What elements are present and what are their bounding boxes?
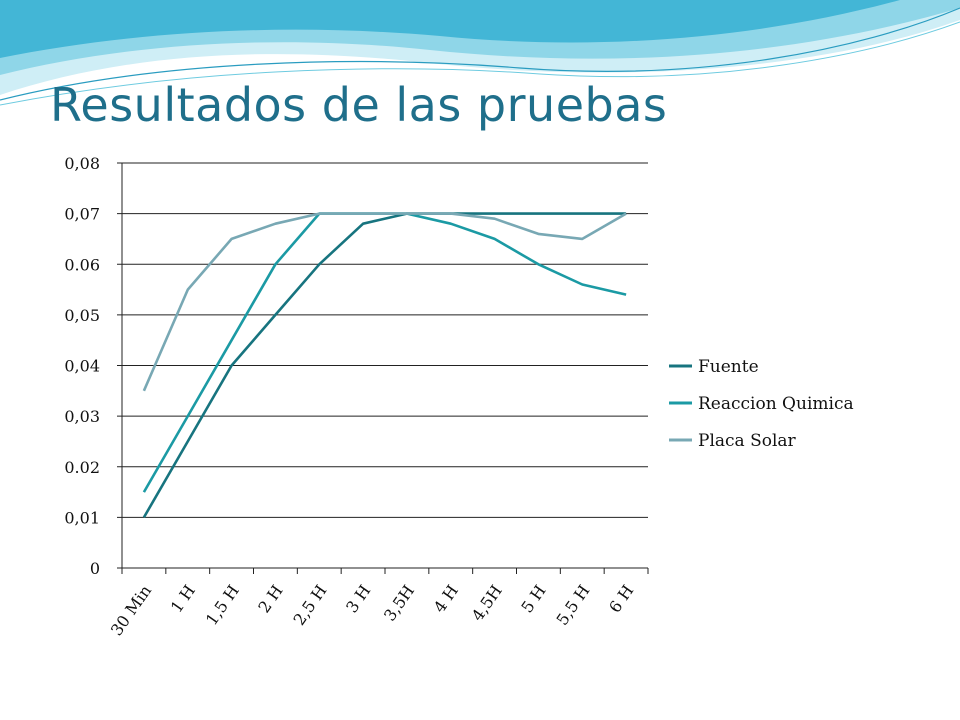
- y-tick-label: 0.06: [64, 255, 100, 274]
- x-tick-label: 5,5 H: [552, 581, 593, 628]
- y-tick-label: 0,07: [64, 205, 100, 224]
- x-tick-label: 3 H: [342, 581, 374, 616]
- x-tick-label: 30 Min: [107, 581, 155, 639]
- legend-label: Reaccion Quimica: [698, 394, 854, 414]
- x-tick-label: 4,5H: [468, 581, 506, 624]
- wave-line-1: [0, 7, 960, 101]
- chart-gridlines: [122, 162, 648, 569]
- x-tick-label: 4 H: [430, 581, 462, 616]
- x-tick-label: 1 H: [167, 581, 199, 616]
- wave-dark: [0, 0, 900, 58]
- y-tick-label: 0,08: [64, 154, 100, 173]
- y-axis-ticks: 0 0,01 0.02 0,03 0,04 0,05 0.06 0,07 0,08: [64, 154, 122, 578]
- x-tick-label: 2,5 H: [289, 581, 330, 628]
- x-tick-label: 1,5 H: [202, 581, 243, 628]
- x-tick-label: 5 H: [517, 581, 549, 616]
- y-tick-label: 0: [90, 559, 100, 578]
- x-tick-label: 3,5H: [380, 581, 418, 624]
- header-wave-decoration: [0, 0, 960, 106]
- y-tick-label: 0,03: [64, 407, 100, 426]
- y-tick-label: 0.02: [64, 458, 100, 477]
- series-line-placa-solar: [142, 212, 627, 392]
- chart-series: [142, 212, 627, 519]
- y-tick-label: 0,04: [64, 357, 100, 376]
- y-tick-label: 0,01: [64, 508, 100, 527]
- x-tick-label: 6 H: [605, 581, 637, 616]
- x-tick-label: 2 H: [254, 581, 286, 616]
- legend-label: Fuente: [698, 357, 759, 377]
- series-line-fuente: [142, 212, 627, 519]
- slide-title: Resultados de las pruebas: [50, 78, 668, 132]
- wave-line-2: [0, 21, 960, 106]
- chart-legend: Fuente Reaccion Quimica Placa Solar: [669, 357, 854, 451]
- legend-label: Placa Solar: [698, 431, 797, 451]
- y-tick-label: 0,05: [64, 306, 100, 325]
